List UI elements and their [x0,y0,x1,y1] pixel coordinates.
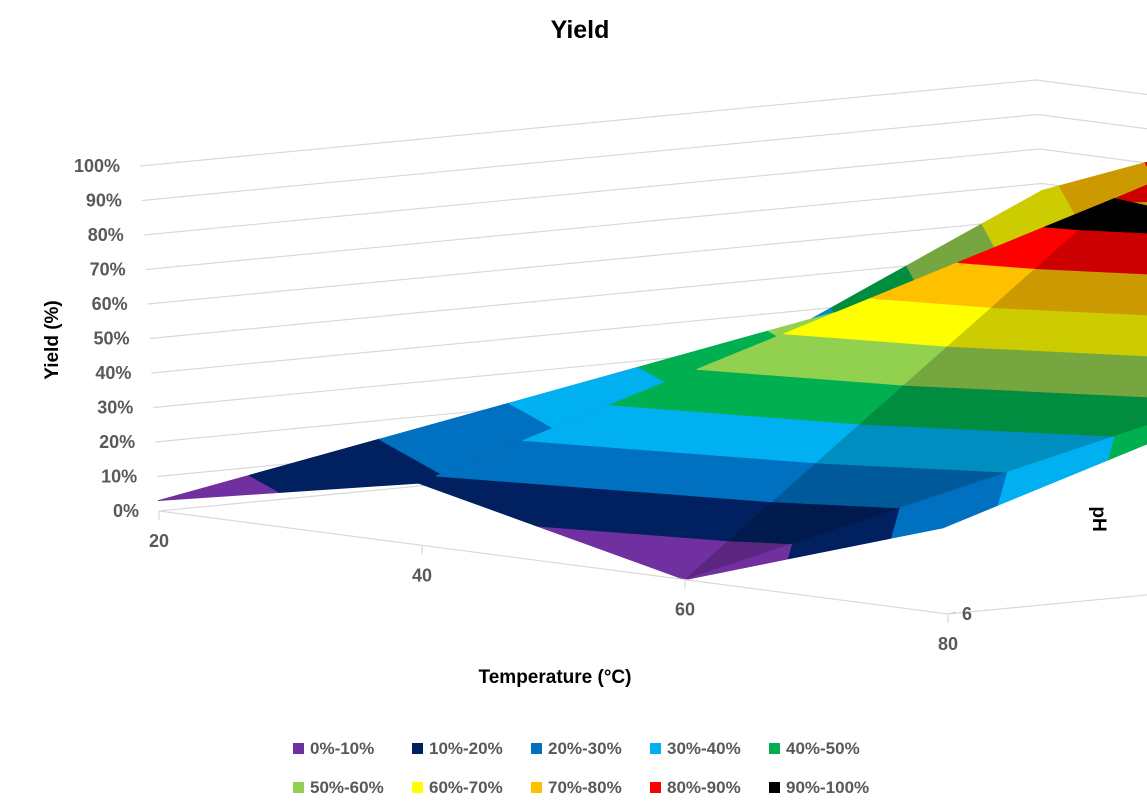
legend: 0%-10% 10%-20% 20%-30% 30%-40% 40%-50% 50%-60… [293,739,869,797]
surface-band-80%-90% [1105,184,1147,203]
legend-label: 70%-80% [548,778,622,797]
legend-swatch [293,743,304,754]
z-tick-label: 20% [99,432,135,452]
surface-band-40%-50% [1108,425,1147,461]
y-axis-title: pH [1088,506,1109,531]
surface-band-70%-80% [991,268,1147,316]
legend-label: 40%-50% [786,739,860,758]
z-gridline [145,182,1147,271]
z-tick-label: 70% [90,260,126,280]
z-tick-label: 80% [88,225,124,245]
surface-band-50%-60% [903,345,1147,398]
legend-label: 90%-100% [786,778,869,797]
z-tick-label: 40% [95,363,131,383]
legend-swatch [531,782,542,793]
surface-band-90%-100% [1078,198,1147,234]
legend-swatch [531,743,542,754]
legend-swatch [769,782,780,793]
z-tick-label: 100% [74,156,120,176]
y-tick-label: 6 [962,604,972,624]
surface-band-80%-90% [1035,229,1147,275]
y-axis-line [947,594,1147,615]
surface-band-20%-30% [891,471,1008,539]
legend-label: 0%-10% [310,739,374,758]
surface-band-40%-50% [859,384,1147,437]
z-gridline [141,113,1147,202]
x-tick-label: 80 [938,634,958,654]
z-gridline [143,148,1147,236]
surface-band-60%-70% [947,307,1147,357]
legend-swatch [293,782,304,793]
x-tick-label: 60 [675,600,695,620]
legend-swatch [412,743,423,754]
z-tick-label: 10% [101,467,137,487]
y-tick-mark [947,611,957,615]
x-axis-line [158,510,949,615]
legend-label: 50%-60% [310,778,384,797]
legend-label: 60%-70% [429,778,503,797]
x-tick-label: 40 [412,565,432,585]
z-axis-title: Yield (%) [42,300,63,380]
legend-label: 10%-20% [429,739,503,758]
legend-label: 30%-40% [667,739,741,758]
legend-swatch [650,743,661,754]
x-tick-label: 20 [149,531,169,551]
z-tick-label: 90% [86,191,122,211]
z-tick-label: 30% [97,398,133,418]
legend-swatch [769,743,780,754]
axes: 0% 10% 20% 30% 40% 50% 60% 70% 80% 90% 100% 20 40 60 8… [74,156,1147,654]
surface-band-70%-80% [1058,162,1147,222]
legend-label: 20%-30% [548,739,622,758]
surface-plot [157,161,1147,581]
legend-swatch [650,782,661,793]
z-tick-label: 50% [93,329,129,349]
z-gridline [139,79,1147,167]
z-tick-label: 60% [92,294,128,314]
legend-swatch [412,782,423,793]
chart-title: Yield [551,16,610,44]
z-tick-label: 0% [113,501,139,521]
legend-label: 80%-90% [667,778,741,797]
x-axis-title: Temperature (°C) [479,667,632,688]
